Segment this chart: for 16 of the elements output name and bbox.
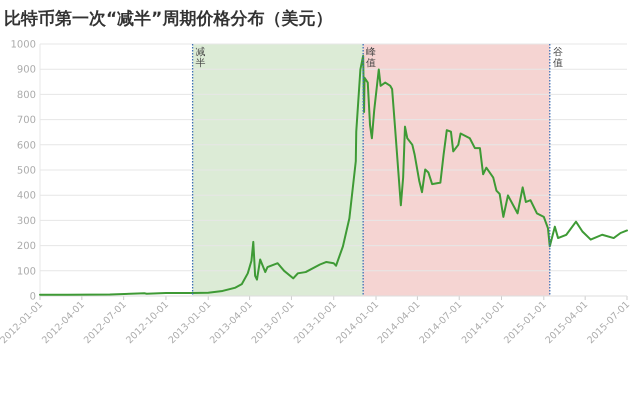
y-tick-label: 900: [16, 64, 36, 76]
chart-title: 比特币第一次“减半”周期价格分布（美元）: [4, 9, 332, 29]
y-tick-label: 400: [16, 190, 36, 202]
y-tick-label: 200: [16, 241, 36, 252]
y-tick-label: 0: [30, 292, 36, 302]
y-tick-label: 500: [16, 166, 36, 176]
line-series: [39, 54, 628, 296]
y-tick-label: 800: [16, 90, 36, 101]
ref-line-label: 峰值: [366, 46, 376, 69]
y-tick-label: 600: [16, 140, 36, 152]
y-tick-label: 300: [16, 216, 36, 227]
y-tick-label: 1000: [10, 40, 36, 50]
y-tick-label: 100: [16, 266, 36, 278]
ref-line-label: 谷值: [552, 46, 563, 69]
ref-line-label: 减半: [196, 46, 206, 69]
y-tick-label: 700: [16, 115, 36, 126]
